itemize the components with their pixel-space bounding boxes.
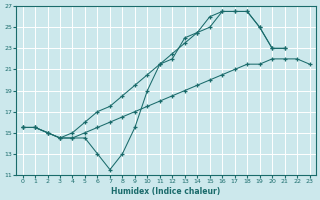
X-axis label: Humidex (Indice chaleur): Humidex (Indice chaleur) xyxy=(111,187,221,196)
